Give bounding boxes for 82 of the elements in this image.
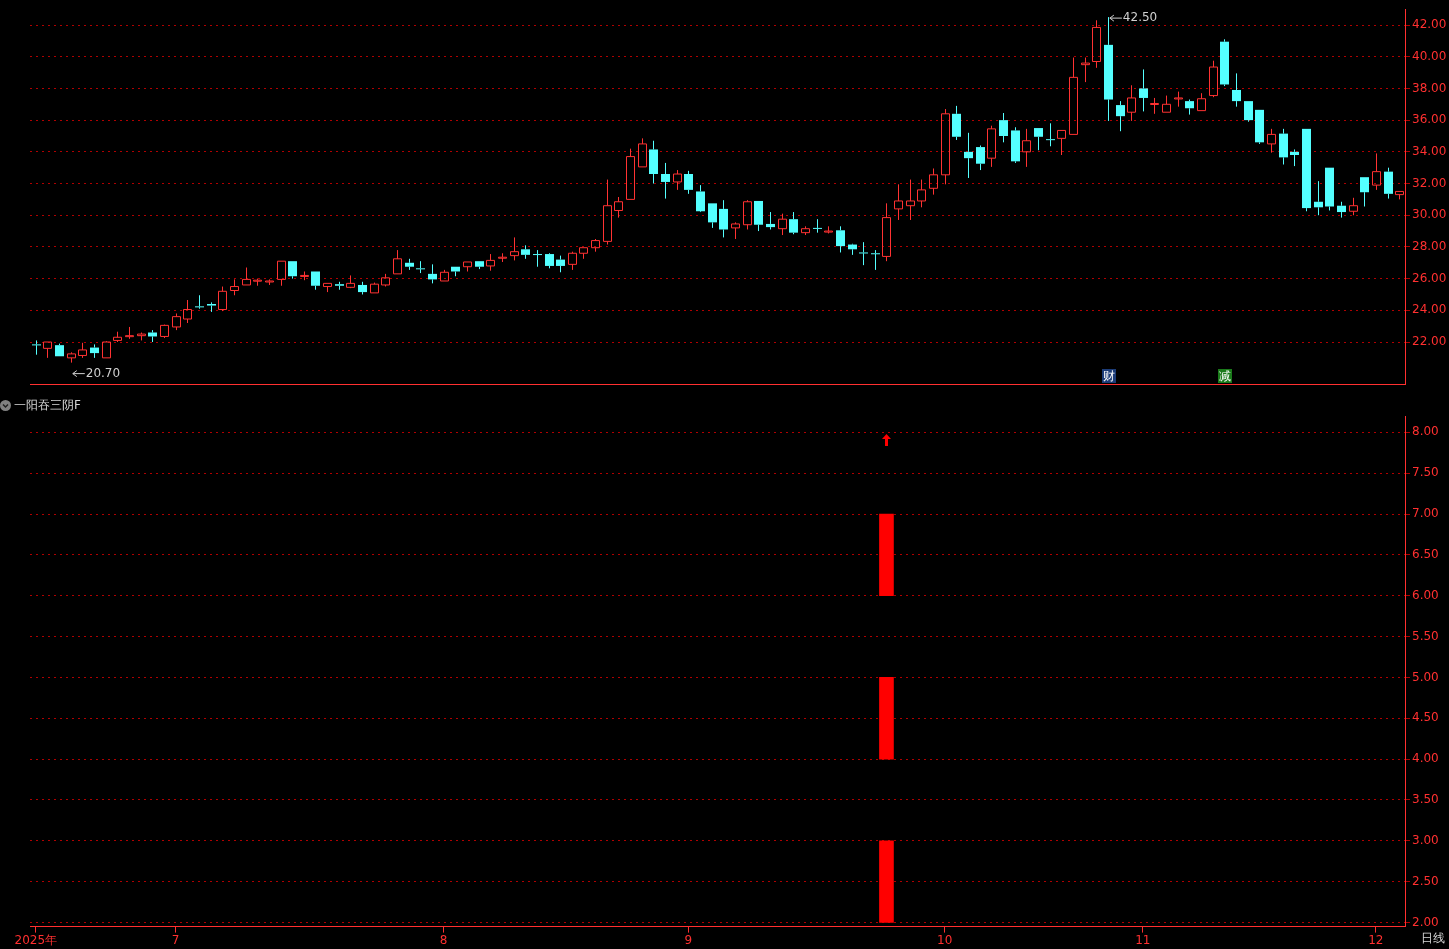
candlestick <box>696 184 705 212</box>
candlestick <box>603 179 612 246</box>
y-tick-label: 42.00 <box>1412 17 1447 32</box>
y-tick-label: 6.00 <box>1412 587 1439 602</box>
candlestick <box>894 183 903 221</box>
x-tick-label: 11 <box>1135 932 1151 947</box>
annotation: 20.70 <box>85 365 121 380</box>
candlestick <box>836 225 845 253</box>
candlestick <box>661 162 670 200</box>
candlestick <box>428 263 437 284</box>
candlestick <box>416 260 425 274</box>
candlestick <box>1279 128 1288 166</box>
candlestick <box>859 241 868 266</box>
candlestick <box>1092 19 1101 69</box>
x-tick-label: 9 <box>684 932 693 947</box>
y-tick-label: 5.00 <box>1412 669 1439 684</box>
chart-title: 一阳吞三阴F <box>14 397 81 414</box>
candlestick <box>32 339 41 356</box>
y-tick-label: 4.50 <box>1412 710 1439 725</box>
y-tick-label: 8.00 <box>1412 424 1439 439</box>
candlestick <box>684 170 693 195</box>
candlestick <box>766 211 775 230</box>
candlestick <box>1011 126 1020 164</box>
candlestick <box>906 179 915 221</box>
candlestick <box>545 254 554 269</box>
y-tick-label: 28.00 <box>1412 239 1447 254</box>
x-tick-label: 2025年 <box>14 932 58 947</box>
y-tick-label: 3.50 <box>1412 792 1439 807</box>
candlestick <box>1022 128 1031 168</box>
y-tick-label: 40.00 <box>1412 48 1447 63</box>
x-tick-label: 10 <box>937 932 953 947</box>
candlestick <box>964 132 973 179</box>
y-tick-label: 7.00 <box>1412 506 1439 521</box>
x-tick-label: 12 <box>1368 932 1384 947</box>
candlestick <box>999 112 1008 143</box>
candlestick <box>335 281 344 291</box>
y-tick-label: 3.00 <box>1412 832 1439 847</box>
annotation: 财 <box>1101 368 1116 383</box>
y-tick-label: 32.00 <box>1412 175 1447 190</box>
candlestick <box>801 225 810 236</box>
candlestick <box>1116 100 1125 132</box>
y-tick-label: 24.00 <box>1412 302 1447 317</box>
annotation: 42.50 <box>1122 10 1158 25</box>
x-tick-label: 7 <box>171 932 180 947</box>
y-tick-label: 22.00 <box>1412 334 1447 349</box>
candlestick <box>1139 68 1148 112</box>
candlestick <box>521 244 530 260</box>
y-tick-label: 26.00 <box>1412 270 1447 285</box>
y-tick-label: 34.00 <box>1412 143 1447 158</box>
y-tick-label: 6.50 <box>1412 547 1439 562</box>
y-tick-label: 5.50 <box>1412 628 1439 643</box>
candlestick <box>952 105 961 141</box>
y-tick-label: 36.00 <box>1412 112 1447 127</box>
y-tick-label: 30.00 <box>1412 207 1447 222</box>
candlestick <box>207 301 216 313</box>
y-tick-label: 2.00 <box>1412 914 1439 929</box>
candlestick <box>358 281 367 295</box>
candlestick <box>1290 148 1299 167</box>
candlestick <box>719 199 728 238</box>
y-tick-label: 38.00 <box>1412 80 1447 95</box>
candlestick <box>1232 72 1241 108</box>
candlestick <box>976 144 985 171</box>
annotation: 减 <box>1218 368 1233 383</box>
candlestick <box>1046 122 1055 147</box>
candlestick <box>1384 167 1393 200</box>
candlestick <box>1314 180 1323 216</box>
candlestick <box>533 249 542 268</box>
x-tick-label: 8 <box>439 932 448 947</box>
candlestick <box>929 167 938 196</box>
y-tick-label: 2.50 <box>1412 873 1439 888</box>
candlestick <box>195 294 204 310</box>
candlestick <box>813 218 822 234</box>
y-tick-label: 4.00 <box>1412 751 1439 766</box>
candlestick <box>1220 38 1229 87</box>
candlestick <box>1337 201 1346 219</box>
candlestick <box>556 255 565 273</box>
candlestick <box>90 343 99 359</box>
candlestick <box>1104 16 1113 122</box>
candlestick <box>871 249 880 271</box>
candlestick <box>405 258 414 271</box>
y-tick-label: 7.50 <box>1412 465 1439 480</box>
text: 日线 <box>1421 930 1445 947</box>
